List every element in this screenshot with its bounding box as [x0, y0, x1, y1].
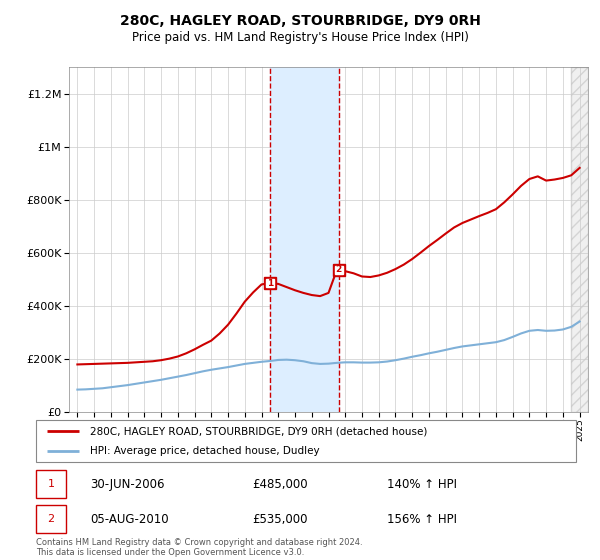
Bar [270, 67, 338, 412]
Bar [571, 67, 588, 412]
Text: 2: 2 [47, 515, 55, 524]
Text: 1: 1 [267, 279, 273, 288]
FancyBboxPatch shape [36, 420, 576, 462]
Text: 280C, HAGLEY ROAD, STOURBRIDGE, DY9 0RH: 280C, HAGLEY ROAD, STOURBRIDGE, DY9 0RH [119, 14, 481, 28]
Text: Price paid vs. HM Land Registry's House Price Index (HPI): Price paid vs. HM Land Registry's House … [131, 31, 469, 44]
Text: Contains HM Land Registry data © Crown copyright and database right 2024.
This d: Contains HM Land Registry data © Crown c… [36, 538, 362, 557]
Text: £485,000: £485,000 [252, 478, 308, 491]
Text: HPI: Average price, detached house, Dudley: HPI: Average price, detached house, Dudl… [90, 446, 320, 456]
Text: 05-AUG-2010: 05-AUG-2010 [90, 513, 169, 526]
Text: 30-JUN-2006: 30-JUN-2006 [90, 478, 164, 491]
Bar [571, 67, 588, 412]
FancyBboxPatch shape [36, 505, 66, 533]
Text: 2: 2 [335, 265, 341, 274]
Text: 1: 1 [47, 479, 55, 489]
Text: 156% ↑ HPI: 156% ↑ HPI [387, 513, 457, 526]
Text: 140% ↑ HPI: 140% ↑ HPI [387, 478, 457, 491]
Text: £535,000: £535,000 [252, 513, 308, 526]
FancyBboxPatch shape [36, 470, 66, 498]
Text: 280C, HAGLEY ROAD, STOURBRIDGE, DY9 0RH (detached house): 280C, HAGLEY ROAD, STOURBRIDGE, DY9 0RH … [90, 426, 427, 436]
